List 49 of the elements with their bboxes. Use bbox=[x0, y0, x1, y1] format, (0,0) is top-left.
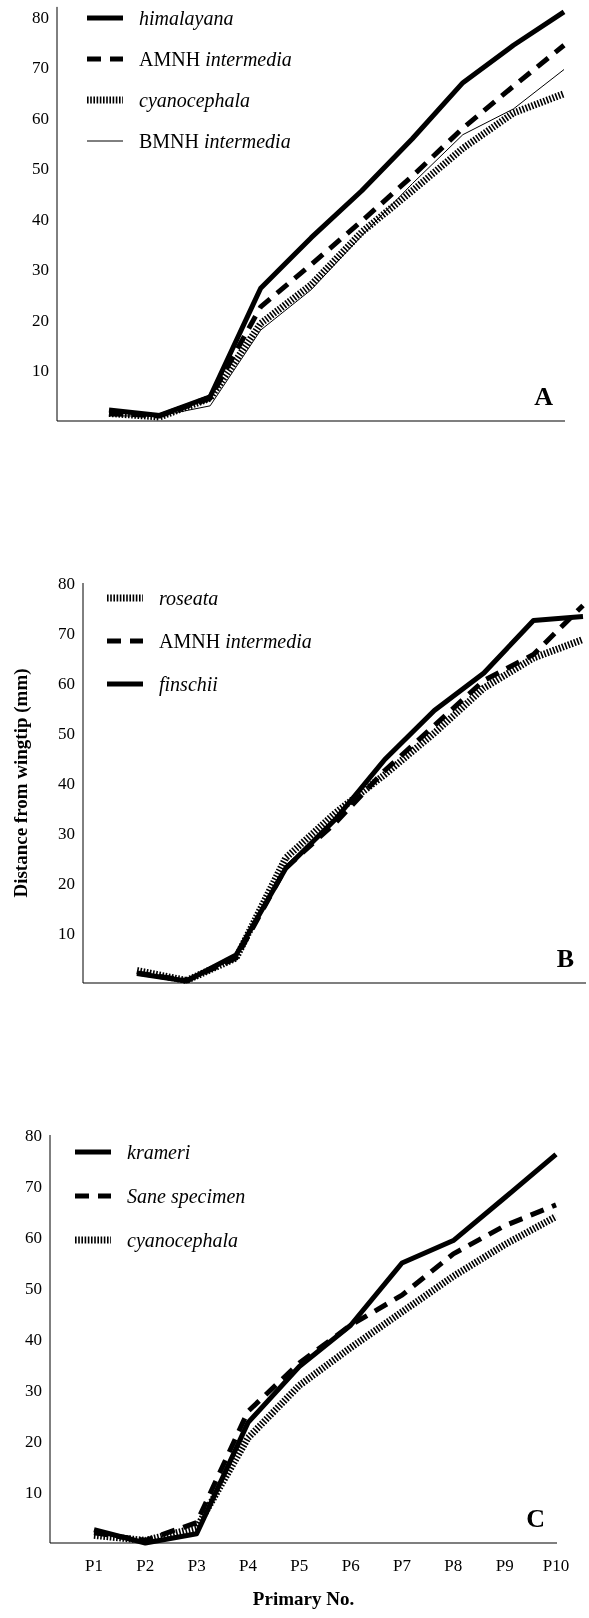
y-tick-label: 20 bbox=[58, 873, 75, 893]
legend-label: AMNH intermedia bbox=[139, 48, 292, 70]
y-tick-label: 50 bbox=[25, 1278, 42, 1298]
legend-label: himalayana bbox=[139, 7, 234, 30]
y-tick-label: 70 bbox=[58, 623, 75, 643]
y-tick-label: 30 bbox=[32, 260, 49, 280]
y-tick-label: 30 bbox=[58, 823, 75, 843]
legend-label: AMNH intermedia bbox=[159, 630, 312, 652]
annotation: A bbox=[534, 382, 554, 411]
y-tick-label: 10 bbox=[32, 361, 49, 381]
x-tick-label: P8 bbox=[444, 1556, 463, 1575]
legend-label: BMNH intermedia bbox=[139, 130, 291, 152]
legend-label: krameri bbox=[127, 1141, 191, 1163]
y-tick-label: 30 bbox=[25, 1380, 42, 1400]
y-tick-label: 10 bbox=[58, 923, 75, 943]
annotation: B bbox=[556, 944, 574, 973]
y-tick-label: 40 bbox=[32, 209, 49, 229]
y-tick-label: 40 bbox=[25, 1329, 42, 1349]
legend-label: roseata bbox=[159, 587, 219, 609]
y-tick-label: 70 bbox=[32, 58, 49, 78]
legend-label: cyanocephala bbox=[139, 89, 251, 112]
legend-label: finschii bbox=[159, 673, 218, 696]
y-tick-label: 20 bbox=[32, 310, 49, 330]
y-axis-title: Distance from wingtip (mm) bbox=[10, 668, 32, 898]
y-tick-label: 10 bbox=[25, 1482, 42, 1502]
legend-label: Sane specimen bbox=[127, 1185, 246, 1208]
y-tick-label: 60 bbox=[32, 108, 49, 128]
y-tick-label: 50 bbox=[32, 159, 49, 179]
y-tick-label: 60 bbox=[58, 673, 75, 693]
x-tick-label: P5 bbox=[290, 1556, 309, 1575]
legend-label: cyanocephala bbox=[127, 1229, 239, 1252]
x-tick-label: P7 bbox=[393, 1556, 412, 1575]
y-tick-label: 80 bbox=[25, 1125, 42, 1145]
x-tick-label: P2 bbox=[136, 1556, 155, 1575]
x-tick-label: P1 bbox=[85, 1556, 103, 1575]
y-tick-label: 70 bbox=[25, 1176, 42, 1196]
y-tick-label: 50 bbox=[58, 723, 75, 743]
annotation: C bbox=[526, 1504, 545, 1533]
y-tick-label: 20 bbox=[25, 1431, 42, 1451]
x-tick-label: P9 bbox=[495, 1556, 514, 1575]
y-tick-label: 80 bbox=[32, 7, 49, 27]
x-tick-label: P10 bbox=[542, 1556, 570, 1575]
x-tick-label: P3 bbox=[187, 1556, 206, 1575]
y-tick-label: 60 bbox=[25, 1227, 42, 1247]
x-axis-title: Primary No. bbox=[252, 1588, 355, 1609]
y-tick-label: 80 bbox=[58, 573, 75, 593]
x-tick-label: P4 bbox=[239, 1556, 258, 1575]
y-tick-label: 40 bbox=[58, 773, 75, 793]
x-tick-label: P6 bbox=[341, 1556, 360, 1575]
